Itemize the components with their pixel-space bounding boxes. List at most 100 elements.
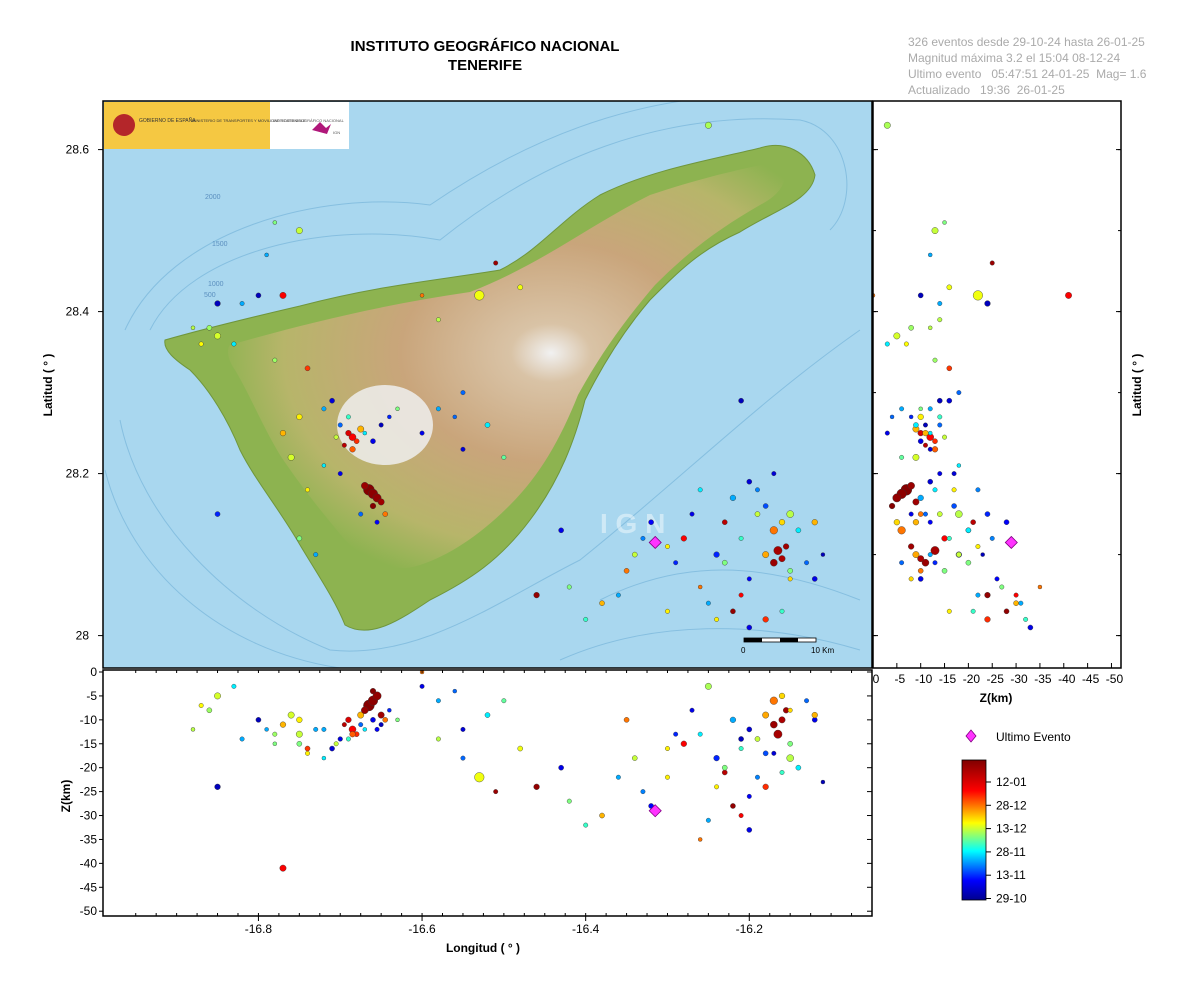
lat-depth-event-point bbox=[889, 414, 895, 420]
scale-zero-label: 0 bbox=[741, 646, 746, 655]
map-event-point bbox=[313, 552, 319, 558]
map-event-point bbox=[697, 487, 703, 493]
axes: 28 28.2 28.4 28.6 0 -5 -10 -15 -20 -25 -30 -35 -40 -4… bbox=[66, 143, 1124, 936]
map-event-point bbox=[558, 527, 564, 534]
map-event-point bbox=[615, 592, 621, 598]
lat-depth-event-point bbox=[927, 446, 933, 452]
logo-block: GOBIERNO DE ESPAÑA MINISTERIO DE TRANSPO… bbox=[104, 102, 349, 149]
colorbar-ticks: 12-01 28-12 13-12 28-11 13-11 29-10 bbox=[986, 775, 1027, 906]
map-event-point bbox=[680, 535, 687, 542]
map-event-point bbox=[337, 471, 343, 477]
map-event-point bbox=[754, 511, 761, 517]
lat-depth-event-point bbox=[913, 422, 919, 428]
map-event-point bbox=[484, 422, 491, 428]
lat-depth-event-point bbox=[937, 397, 943, 404]
lat-depth-event-point bbox=[946, 397, 953, 404]
lon-depth-event-point bbox=[713, 755, 720, 762]
lon-depth-event-point bbox=[357, 711, 365, 719]
lat-depth-event-point bbox=[946, 365, 953, 372]
map-event-point bbox=[566, 584, 572, 590]
lat-depth-event-point bbox=[931, 446, 939, 453]
lon-depth-event-point bbox=[769, 696, 778, 705]
map-event-point bbox=[533, 592, 540, 599]
map-event-point bbox=[517, 284, 523, 291]
map-event-point bbox=[770, 558, 778, 567]
lon-depth-event-point bbox=[770, 720, 778, 729]
map-event-point bbox=[705, 600, 711, 606]
map-event-point bbox=[214, 300, 221, 307]
lat-depth-event-point bbox=[927, 519, 933, 525]
lon-depth-event-point bbox=[435, 698, 441, 704]
lat-depth-event-point bbox=[931, 227, 939, 235]
lon-depth-event-point bbox=[272, 731, 278, 737]
lat-depth-event-point bbox=[897, 526, 906, 535]
map-event-point bbox=[378, 422, 384, 428]
lon-depth-event-point bbox=[370, 717, 376, 723]
lat-depth-event-point bbox=[994, 576, 1000, 582]
lat-depth-event-point bbox=[927, 406, 933, 412]
page-title: INSTITUTO GEOGRÁFICO NACIONAL bbox=[350, 38, 620, 55]
lat-depth-event-point bbox=[975, 544, 981, 549]
lon-depth-event-point bbox=[321, 755, 327, 761]
map-event-point bbox=[357, 425, 365, 433]
lat-depth-xtick-label: -10 bbox=[915, 672, 933, 686]
lat-depth-event-point bbox=[999, 584, 1005, 590]
lon-depth-event-point bbox=[566, 798, 572, 804]
lon-depth-event-point bbox=[738, 736, 744, 742]
lon-depth-event-point bbox=[665, 746, 670, 751]
map-event-point bbox=[361, 482, 369, 490]
colorbar-tick-label: 13-11 bbox=[996, 868, 1026, 882]
lat-depth-event-point bbox=[888, 502, 896, 510]
ign-watermark: I G N bbox=[600, 508, 665, 539]
lon-depth-event-point bbox=[698, 837, 703, 842]
lat-depth-event-point bbox=[984, 300, 991, 307]
lat-depth-event-point bbox=[1027, 624, 1034, 631]
lon-depth-xlabel: Longitud ( ° ) bbox=[446, 941, 520, 955]
lat-depth-event-point bbox=[928, 325, 933, 330]
lat-depth-event-point bbox=[946, 608, 952, 614]
lon-depth-frame bbox=[102, 669, 873, 917]
map-event-point bbox=[714, 616, 720, 622]
island-interior bbox=[227, 162, 785, 569]
lon-depth-event-point bbox=[811, 711, 818, 719]
info-last-event: Ultimo evento 05:47:51 24-01-25 Mag= 1.6 bbox=[908, 67, 1147, 81]
lat-depth-events bbox=[873, 121, 1072, 631]
lon-depth-event-point bbox=[673, 731, 679, 737]
lat-depth-xtick-label: -40 bbox=[1058, 672, 1076, 686]
lat-depth-event-point bbox=[912, 551, 920, 558]
map-event-point bbox=[811, 576, 818, 582]
lon-depth-events bbox=[190, 670, 826, 872]
lon-depth-event-point bbox=[583, 822, 589, 828]
lat-depth-event-point bbox=[917, 494, 924, 501]
teide-summit bbox=[337, 385, 433, 465]
map-event-point bbox=[382, 511, 388, 517]
logo-ministry-text: MINISTERIO DE TRANSPORTES Y MOVILIDAD SO… bbox=[192, 118, 306, 123]
lat-depth-event-point bbox=[984, 511, 991, 517]
lat-depth-event-point bbox=[903, 341, 909, 347]
lat-depth-event-point bbox=[951, 487, 957, 493]
lat-depth-event-point bbox=[937, 511, 943, 517]
lon-depth-event-point bbox=[341, 722, 347, 728]
lat-depth-event-point bbox=[908, 576, 914, 582]
lon-depth-event-point bbox=[746, 793, 752, 799]
map-event-point bbox=[345, 430, 352, 437]
lat-depth-event-point bbox=[946, 284, 953, 291]
map-event-point bbox=[746, 478, 753, 485]
map-event-point bbox=[778, 519, 786, 526]
lon-depth-event-point bbox=[287, 711, 295, 719]
map-event-point bbox=[583, 616, 589, 622]
lon-depth-event-point bbox=[474, 772, 485, 783]
lon-depth-event-point bbox=[746, 827, 753, 833]
lon-depth-event-point bbox=[493, 789, 499, 795]
colorbar-tick-label: 12-01 bbox=[996, 775, 1027, 789]
lat-depth-event-point bbox=[917, 511, 924, 517]
lat-depth-event-point bbox=[908, 543, 915, 550]
map-event-point bbox=[255, 292, 262, 299]
lon-depth-event-point bbox=[746, 726, 753, 733]
lon-depth-event-point bbox=[377, 711, 385, 719]
map-event-point bbox=[370, 438, 376, 444]
lon-depth-event-point bbox=[762, 750, 769, 757]
map-panel: 2000 1500 1000 500 I G N GOBIERNO DE ESP… bbox=[103, 101, 872, 668]
lon-depth-event-point bbox=[501, 698, 507, 704]
lon-depth-event-point bbox=[721, 769, 728, 776]
